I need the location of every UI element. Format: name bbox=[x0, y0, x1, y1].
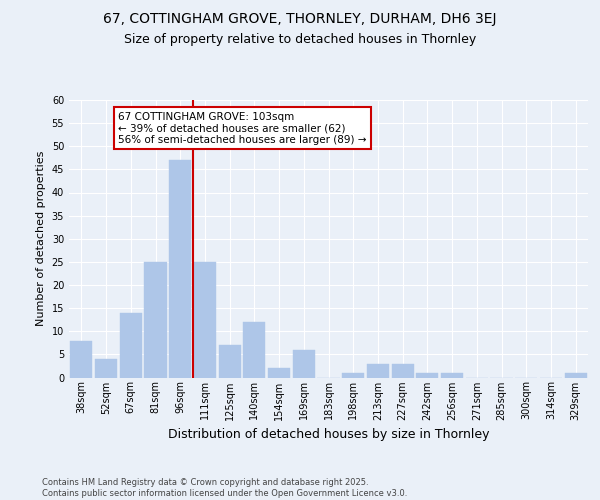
Text: Contains HM Land Registry data © Crown copyright and database right 2025.
Contai: Contains HM Land Registry data © Crown c… bbox=[42, 478, 407, 498]
Bar bbox=[392, 364, 414, 378]
Bar bbox=[342, 373, 364, 378]
Bar bbox=[268, 368, 290, 378]
Bar bbox=[145, 262, 167, 378]
Bar bbox=[367, 364, 389, 378]
Bar bbox=[194, 262, 216, 378]
Text: Size of property relative to detached houses in Thornley: Size of property relative to detached ho… bbox=[124, 32, 476, 46]
Bar bbox=[218, 345, 241, 378]
Bar bbox=[169, 160, 191, 378]
Bar bbox=[119, 313, 142, 378]
Bar bbox=[243, 322, 265, 378]
Bar bbox=[293, 350, 315, 378]
Y-axis label: Number of detached properties: Number of detached properties bbox=[36, 151, 46, 326]
Bar bbox=[416, 373, 439, 378]
Bar bbox=[441, 373, 463, 378]
Bar bbox=[70, 340, 92, 378]
Text: 67, COTTINGHAM GROVE, THORNLEY, DURHAM, DH6 3EJ: 67, COTTINGHAM GROVE, THORNLEY, DURHAM, … bbox=[103, 12, 497, 26]
Bar bbox=[95, 359, 117, 378]
X-axis label: Distribution of detached houses by size in Thornley: Distribution of detached houses by size … bbox=[168, 428, 489, 441]
Bar bbox=[565, 373, 587, 378]
Text: 67 COTTINGHAM GROVE: 103sqm
← 39% of detached houses are smaller (62)
56% of sem: 67 COTTINGHAM GROVE: 103sqm ← 39% of det… bbox=[118, 112, 367, 145]
